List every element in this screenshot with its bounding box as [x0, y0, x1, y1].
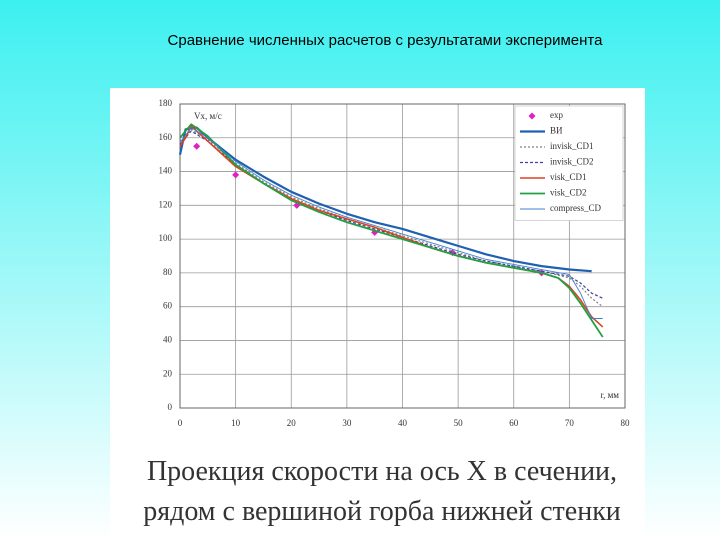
- y-tick-label: 0: [168, 402, 173, 412]
- series-line: [179, 123, 604, 338]
- y-tick-label: 60: [163, 301, 173, 311]
- y-tick-label: 20: [163, 368, 173, 378]
- legend-label: visk_CD2: [550, 188, 587, 198]
- caption-line: Проекция скорости на ось X в сечении,: [147, 456, 617, 487]
- legend-label: ВИ: [550, 126, 563, 136]
- y-axis-label: Vx, м/с: [194, 111, 222, 121]
- x-tick-label: 40: [398, 418, 408, 428]
- y-tick-label: 140: [159, 166, 173, 176]
- data-point: [232, 171, 240, 179]
- x-tick-label: 50: [454, 418, 464, 428]
- series-line: [179, 127, 603, 319]
- series-line: [179, 128, 604, 308]
- x-tick-label: 70: [565, 418, 575, 428]
- legend-label: invisk_CD2: [550, 157, 594, 167]
- x-axis-label: r, мм: [600, 390, 619, 400]
- x-tick-label: 60: [509, 418, 519, 428]
- x-tick-label: 30: [342, 418, 352, 428]
- slide-title: Сравнение численных расчетов с результат…: [168, 32, 604, 49]
- y-tick-label: 120: [159, 199, 173, 209]
- legend-marker: [528, 112, 536, 120]
- x-tick-label: 0: [178, 418, 183, 428]
- data-point: [193, 142, 201, 150]
- x-tick-label: 80: [621, 418, 631, 428]
- legend-label: visk_CD1: [550, 172, 587, 182]
- legend-label: exp: [550, 110, 563, 120]
- legend-label: compress_CD: [550, 203, 601, 213]
- x-tick-label: 10: [231, 418, 241, 428]
- legend-box: [514, 105, 624, 221]
- y-tick-label: 180: [159, 98, 173, 108]
- y-tick-label: 100: [159, 233, 173, 243]
- legend-label: invisk_CD1: [550, 141, 594, 151]
- x-tick-label: 20: [287, 418, 297, 428]
- series-line: [178, 126, 592, 273]
- y-tick-label: 40: [163, 335, 173, 345]
- caption-line: рядом с вершиной горба нижней стенки: [143, 496, 621, 527]
- y-tick-label: 160: [159, 132, 173, 142]
- y-tick-label: 80: [163, 267, 173, 277]
- plot-border: [179, 103, 626, 409]
